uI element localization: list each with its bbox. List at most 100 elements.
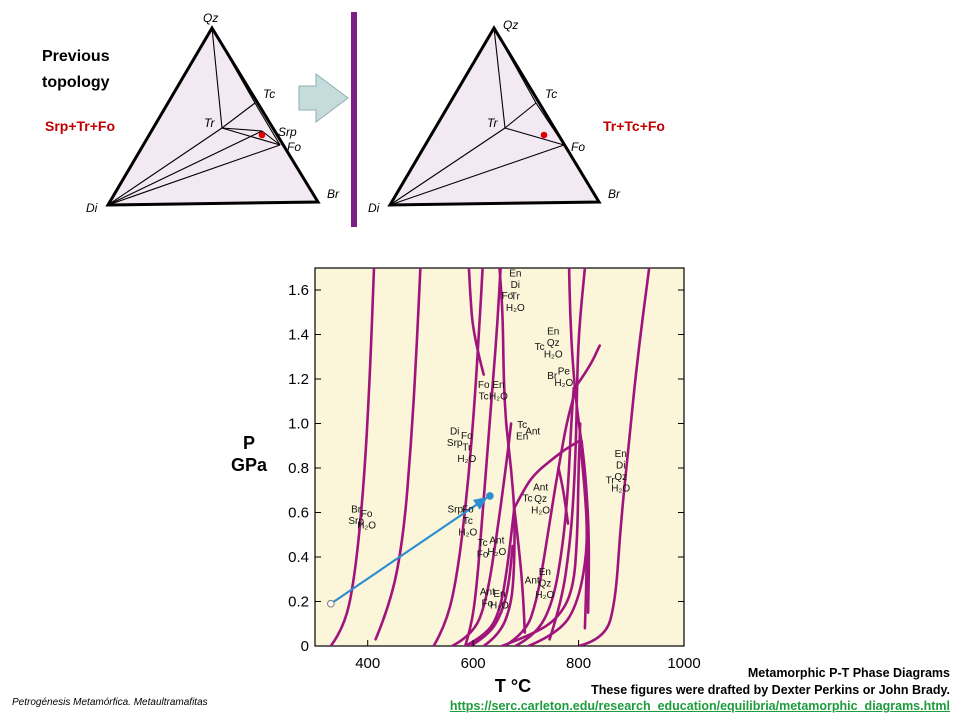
y-tick-label: 0.2 [288,594,309,611]
ternary-triangle [105,25,321,207]
field-label-5: Srp [447,505,463,516]
field-label-24: En H₂O [490,589,509,612]
pt-path-line [330,503,477,605]
field-label-6: Fo Tc H₂O [458,505,477,539]
reaction-curve-21 [577,268,651,646]
axis-ticks: 400 600 800 1000 0 0.2 0.4 0.6 0.8 1.0 1.2 1.4 1.6 [288,282,701,672]
field-label-26: Tr [606,476,616,487]
ternary-previous-topology: Qz Di Br Tc Tr Srp Fo Previous topology … [42,11,340,215]
field-label-25: En Di Qz H₂O [611,449,630,495]
field-label-23: Ant Fo [480,587,495,610]
bulk-composition-point [540,131,548,139]
phase-label-tc: Tc [263,87,275,101]
y-tick-label: 1.4 [288,327,309,344]
reaction-curve-12 [513,506,527,634]
previous-heading-line1: Previous [42,48,110,65]
y-axis-label-p: P [243,433,255,453]
divider-bar [351,12,357,227]
vertex-label-di: Di [368,201,380,215]
bulk-composition-point [258,131,266,139]
reaction-curve-5 [450,422,513,646]
x-tick-label: 600 [461,655,486,672]
footer-caption: Petrogénesis Metamórfica. Metaultramafit… [12,697,208,708]
field-label-11: Tc [535,342,545,353]
y-tick-label: 1.2 [288,371,309,388]
field-label-9: Fo Tc [478,380,490,403]
field-label-20: Ant H₂O [487,536,506,559]
assemblage-label-previous: Srp+Tr+Fo [45,118,115,134]
field-label-12: En Qz H₂O [544,327,563,361]
tie-lines [107,27,281,206]
reaction-curve-2 [374,268,422,641]
transition-arrow-icon [298,73,349,123]
y-tick-label: 1.6 [288,282,309,299]
field-label-1: Br Srp [348,505,364,528]
credit-authors: These figures were drafted by Dexter Per… [591,683,950,697]
field-label-19: Tc Fo [477,538,489,561]
y-tick-label: 0.4 [288,549,309,566]
phase-label-tr: Tr [487,116,498,130]
field-label-17: Tc [522,493,532,504]
plot-area [314,267,685,647]
pt-path-end [486,492,494,500]
vertex-label-qz: Qz [503,18,518,32]
reaction-curve-11 [513,440,580,510]
ternary-new-topology: Qz Di Br Tc Tr Fo Tr+Tc+Fo [368,18,665,215]
phase-label-fo: Fo [287,140,301,154]
field-label-21: Ant [525,576,540,587]
field-label-8: Fo [502,291,514,302]
reaction-curve-9 [503,386,578,646]
y-tick-label: 0.8 [288,460,309,477]
field-label-7: En Di Tr H₂O [506,269,525,315]
credit-title: Metamorphic P-T Phase Diagrams [747,666,950,680]
vertex-label-di: Di [86,201,98,215]
reaction-curve-1 [329,268,376,646]
reaction-curve-17 [567,268,577,390]
field-label-14: Ant [525,427,540,438]
phase-label-fo: Fo [571,140,585,154]
y-tick-label: 0.6 [288,505,309,522]
field-label-16: Pe H₂O [554,367,573,390]
y-tick-label: 1.0 [288,416,309,433]
field-label-13: Tc En [516,420,528,443]
reaction-curve-4 [463,268,502,646]
field-label-10: En H₂O [489,380,508,403]
tie-lines [389,27,565,206]
assemblage-label-new: Tr+Tc+Fo [603,118,665,134]
field-label-4: Fo Tr H₂O [457,431,476,465]
phase-label-tc: Tc [545,87,557,101]
reaction-curve-18 [573,344,601,390]
x-tick-label: 400 [355,655,380,672]
vertex-label-qz: Qz [203,11,218,25]
ternary-triangle [387,25,602,207]
x-tick-label: 1000 [667,655,700,672]
reaction-curve-6 [463,506,516,646]
reaction-curve-7 [469,544,514,646]
y-tick-label: 0 [301,638,309,655]
phase-label-srp: Srp [278,125,297,139]
phase-label-tr: Tr [204,116,215,130]
reaction-curve-14 [548,268,587,641]
pt-path-arrowhead [472,496,488,510]
reaction-curve-13 [467,268,485,376]
field-label-22: En Qz H₂O [535,567,554,601]
credit-link[interactable]: https://serc.carleton.edu/research_educa… [449,699,950,713]
pt-path [327,492,494,608]
reaction-curve-19 [500,422,582,646]
reaction-curve-22 [557,466,570,525]
reaction-curve-8 [482,268,516,646]
vertex-label-br: Br [327,187,340,201]
field-label-15: Br [547,371,558,382]
previous-heading-line2: topology [42,74,110,91]
vertex-label-br: Br [608,187,621,201]
field-label-3: Di Srp [447,427,463,450]
reaction-curves [329,268,651,646]
x-tick-label: 800 [566,655,591,672]
field-label-18: Ant Qz H₂O [531,482,550,516]
x-axis-label: T °C [495,676,531,696]
reaction-curve-20 [527,440,589,646]
y-axis-label-gpa: GPa [231,455,268,475]
